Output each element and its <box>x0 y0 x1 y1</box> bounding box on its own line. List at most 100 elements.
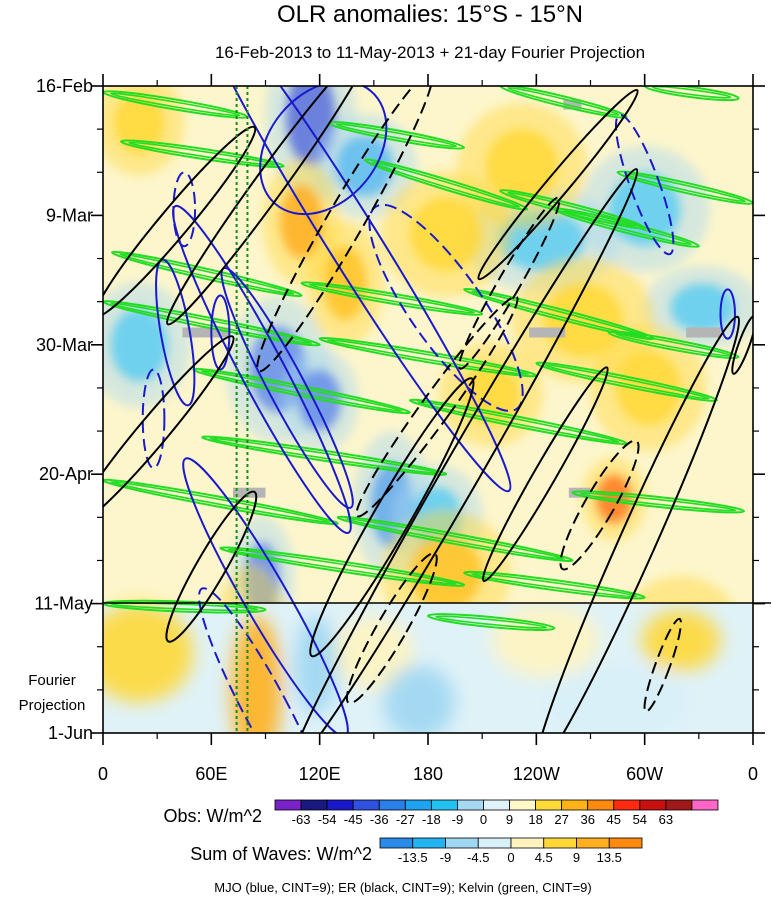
er-contour <box>289 168 639 733</box>
kelvin-contour-inner <box>344 517 566 560</box>
projection-field <box>103 603 753 733</box>
kelvin-contour-inner <box>507 86 620 116</box>
x-tick-label: 120E <box>299 764 341 784</box>
obs-anomaly-halo <box>579 146 710 273</box>
colorbar-obs-swatch <box>561 799 589 811</box>
obs-anomaly-halo <box>456 103 587 229</box>
colorbar-waves-tick: 13.5 <box>597 850 622 865</box>
kelvin-contour-inner <box>507 191 638 227</box>
y-tick-label: 20-Apr <box>39 464 93 484</box>
colorbar-obs-swatch <box>352 799 380 811</box>
colorbar-waves-label: Sum of Waves: W/m^2 <box>190 844 372 864</box>
colorbar-obs-swatch <box>404 799 432 811</box>
colorbar-obs-swatch <box>378 799 406 811</box>
kelvin-contour <box>426 613 556 632</box>
x-tick-label: 180 <box>413 764 443 784</box>
mjo-contour <box>172 171 197 248</box>
projection-blur-group <box>103 603 721 733</box>
kelvin-contours <box>103 86 753 632</box>
er-contour <box>355 295 519 518</box>
er-contour <box>482 366 609 583</box>
colorbar-obs-swatch <box>587 799 615 811</box>
missing-data-segment <box>568 487 591 498</box>
kelvin-contour-inner <box>200 370 403 412</box>
kelvin-contour-inner <box>128 141 277 166</box>
x-axis: 0 60E 120E 180 120W 60W 0 <box>98 74 758 784</box>
mjo-contour <box>198 587 333 733</box>
kelvin-contour-inner <box>471 572 638 598</box>
kelvin-contour-inner <box>335 123 458 148</box>
kelvin-contour <box>463 570 646 600</box>
kelvin-contour-inner <box>308 283 476 314</box>
colorbar-obs-swatch <box>326 799 354 811</box>
projection-cell <box>641 609 721 672</box>
kelvin-contour-inner <box>579 492 737 512</box>
colorbar-obs-swatch <box>509 799 536 811</box>
kelvin-contour <box>571 490 745 514</box>
colorbar-obs-swatch <box>274 799 302 811</box>
x-tick-label: 120W <box>513 764 560 784</box>
kelvin-contour-inner <box>110 480 331 523</box>
kelvin-contour <box>111 250 303 298</box>
colorbar-obs-tick: 27 <box>554 812 568 827</box>
colorbar-obs-swatch <box>535 799 563 811</box>
colorbar-obs-tick: 36 <box>580 812 594 827</box>
kelvin-contour <box>616 170 753 205</box>
kelvin-contour <box>499 189 646 230</box>
projection-cell <box>103 603 194 703</box>
er-contour <box>534 315 741 733</box>
colorbar-obs-tick: 0 <box>480 812 487 827</box>
colorbar-obs-tick: -27 <box>396 812 415 827</box>
colorbar-waves-tick: -13.5 <box>398 850 428 865</box>
projection-label-line1: Fourier <box>28 672 76 689</box>
colorbar-obs-swatch <box>457 799 484 811</box>
colorbar-obs-tick: 63 <box>659 812 673 827</box>
plot-area <box>102 85 771 734</box>
projection-label-line2: Projection <box>19 697 86 714</box>
er-contours <box>103 86 753 733</box>
er-contour <box>643 617 682 713</box>
chart-subtitle: 16-Feb-2013 to 11-May-2013 + 21-day Four… <box>215 43 645 62</box>
colorbar-waves-swatch <box>576 837 610 849</box>
mjo-contour <box>141 368 166 470</box>
colorbar-waves-swatch <box>445 837 479 849</box>
kelvin-contour <box>363 158 529 211</box>
colorbar-waves-tick: -9 <box>440 850 452 865</box>
y-axis: 16-Feb 9-Mar 30-Mar 20-Apr 11-May 1-Jun <box>34 76 765 743</box>
colorbar-obs-swatch <box>665 799 693 811</box>
kelvin-contour-inner <box>119 253 295 295</box>
kelvin-contour-inner <box>110 602 259 612</box>
kelvin-contour <box>408 398 628 445</box>
colorbar-obs-tick: -18 <box>422 812 441 827</box>
colorbar-obs-tick: -9 <box>452 812 464 827</box>
mjo-contour <box>210 294 231 371</box>
colorbar-waves-tick: -4.5 <box>467 850 489 865</box>
colorbar-obs-tick: 18 <box>528 812 542 827</box>
y-tick-label: 11-May <box>34 594 93 614</box>
kelvin-contour-inner <box>110 92 241 117</box>
y-tick-label: 16-Feb <box>36 76 93 96</box>
colorbar-obs-tick: 45 <box>607 812 621 827</box>
colorbar-obs-swatch <box>300 799 328 811</box>
x-tick-label: 60W <box>626 764 663 784</box>
colorbar-waves-swatch <box>510 837 545 849</box>
kelvin-contour-inner <box>371 161 521 208</box>
projection-cell <box>382 665 456 733</box>
y-tick-label: 9-Mar <box>46 205 93 225</box>
mjo-contour <box>719 288 736 340</box>
kelvin-contour-inner <box>326 339 530 376</box>
kelvin-contour-inner <box>435 615 548 629</box>
colorbar-waves-swatch <box>412 837 446 849</box>
missing-data-segment <box>182 327 230 338</box>
colorbar-waves-tick: 9 <box>573 850 580 865</box>
kelvin-contour <box>120 139 285 169</box>
missing-data-segment <box>686 327 721 338</box>
colorbar-waves-swatch <box>477 837 512 849</box>
er-contour <box>103 335 235 527</box>
er-contour <box>256 86 434 373</box>
obs-anomaly-halo <box>305 220 384 347</box>
y-tick-label: 1-Jun <box>48 723 93 743</box>
colorbar-obs-tick: 54 <box>633 812 647 827</box>
